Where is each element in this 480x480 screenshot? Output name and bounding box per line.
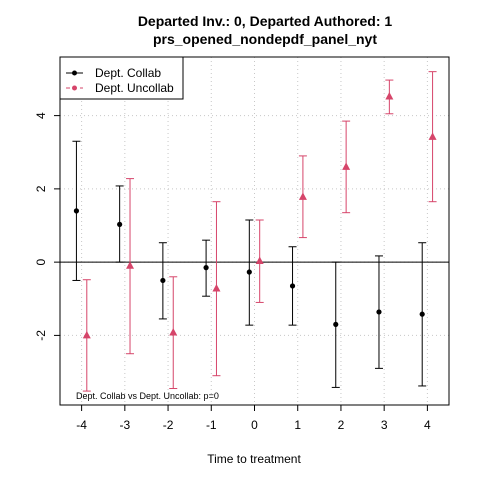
chart-title: Departed Inv.: 0, Departed Authored: 1 bbox=[138, 13, 393, 29]
y-tick-label: 4 bbox=[34, 112, 48, 119]
point-marker bbox=[342, 162, 351, 170]
x-tick-label: -3 bbox=[119, 418, 130, 432]
y-axis: -2 0 2 4 bbox=[34, 112, 60, 341]
point-marker bbox=[385, 92, 394, 100]
x-tick-label: 1 bbox=[294, 418, 301, 432]
point-marker bbox=[203, 265, 209, 271]
legend-item-collab: Dept. Collab bbox=[66, 66, 161, 80]
x-tick-label: 4 bbox=[424, 418, 431, 432]
legend-label-uncollab: Dept. Uncollab bbox=[95, 81, 174, 95]
legend-marker-collab bbox=[72, 70, 77, 76]
y-tick-label: 0 bbox=[34, 258, 48, 265]
grid bbox=[60, 57, 449, 405]
legend-item-uncollab: Dept. Uncollab bbox=[66, 81, 174, 95]
point-marker bbox=[212, 284, 221, 292]
x-tick-label: 0 bbox=[251, 418, 258, 432]
point-marker bbox=[126, 261, 135, 269]
series-collab bbox=[72, 140, 427, 388]
point-marker bbox=[333, 321, 339, 328]
point-marker bbox=[117, 221, 123, 228]
y-tick-label: 2 bbox=[34, 185, 48, 192]
point-marker bbox=[298, 192, 307, 200]
point-marker bbox=[246, 269, 252, 275]
x-tick-label: -1 bbox=[206, 418, 217, 432]
x-axis-label: Time to treatment bbox=[207, 452, 301, 466]
legend-marker-uncollab bbox=[72, 85, 77, 91]
x-tick-label: 3 bbox=[381, 418, 388, 432]
y-tick-label: -2 bbox=[34, 330, 48, 341]
legend: Dept. Collab Dept. Uncollab bbox=[59, 56, 184, 100]
point-marker bbox=[73, 208, 80, 214]
p-value-annotation: Dept. Collab vs Dept. Uncollab: p=0 bbox=[76, 391, 219, 401]
point-marker bbox=[376, 309, 382, 315]
point-marker bbox=[289, 283, 296, 289]
x-tick-label: -2 bbox=[163, 418, 174, 432]
x-tick-label: 2 bbox=[338, 418, 345, 432]
point-marker bbox=[428, 132, 437, 140]
point-marker bbox=[160, 277, 166, 284]
series-layer bbox=[72, 71, 437, 392]
point-marker bbox=[82, 330, 91, 339]
x-tick-label: -4 bbox=[76, 418, 87, 432]
point-marker bbox=[419, 311, 425, 317]
chart-subtitle: prs_opened_nondepdf_panel_nyt bbox=[153, 31, 377, 47]
legend-box bbox=[59, 56, 184, 100]
x-axis: -4 -3 -2 -1 0 1 2 3 4 bbox=[76, 405, 431, 432]
point-marker bbox=[255, 256, 264, 265]
point-marker bbox=[169, 327, 178, 336]
legend-label-collab: Dept. Collab bbox=[95, 66, 161, 80]
series-uncollab bbox=[82, 71, 437, 392]
